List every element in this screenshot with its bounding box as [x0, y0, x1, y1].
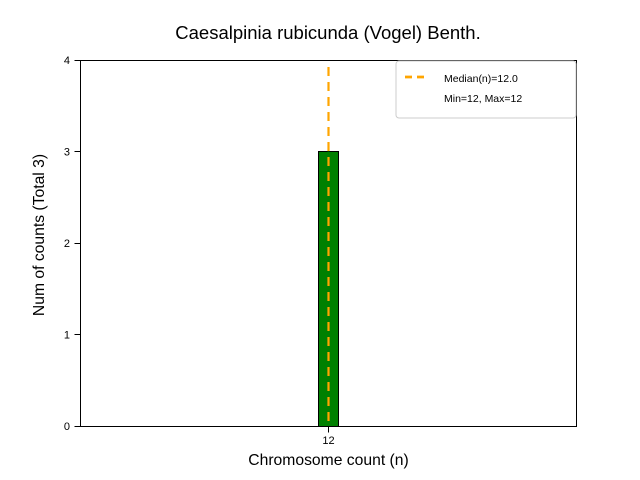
svg-text:Caesalpinia rubicunda (Vogel): Caesalpinia rubicunda (Vogel) Benth.: [175, 22, 480, 43]
svg-text:2: 2: [64, 238, 70, 250]
svg-text:0: 0: [64, 421, 70, 433]
svg-text:1: 1: [64, 330, 70, 342]
svg-text:Chromosome count (n): Chromosome count (n): [248, 452, 408, 469]
svg-text:Min=12, Max=12: Min=12, Max=12: [444, 93, 522, 105]
svg-text:4: 4: [64, 55, 70, 67]
svg-text:12: 12: [322, 435, 334, 447]
svg-text:Median(n)=12.0: Median(n)=12.0: [444, 73, 518, 85]
svg-text:Num of counts (Total 3): Num of counts (Total 3): [31, 154, 48, 316]
svg-text:3: 3: [64, 147, 70, 159]
